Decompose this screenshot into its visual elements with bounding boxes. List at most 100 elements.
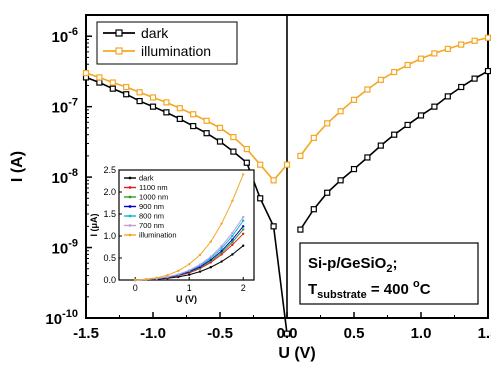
x-tick-label: -0.5: [207, 325, 233, 342]
data-point: [391, 68, 398, 76]
inset-data-point: [134, 278, 137, 282]
legend-label: dark: [141, 25, 169, 41]
data-point: [283, 330, 291, 337]
inset-data-point: [155, 276, 158, 279]
x-tick-label: 1.5: [478, 325, 491, 342]
annotation-temperature: Tsubstrate = 400 oC: [308, 278, 431, 301]
y-tick-base: 10: [45, 311, 62, 328]
inset-y-tick-label: 0.0: [103, 275, 116, 285]
inset-legend-label: 700 nm: [139, 221, 164, 230]
inset-legend-label: dark: [139, 174, 154, 183]
inset-legend-marker: [128, 214, 132, 218]
inset-data-point: [231, 231, 234, 235]
y-tick-label: 10-6: [52, 26, 78, 46]
annotation-temp-sub: substrate: [317, 289, 367, 301]
inset-y-axis-title: I (μA): [89, 213, 99, 236]
inset-legend-marker: [128, 195, 132, 199]
data-point: [163, 109, 170, 116]
data-point: [270, 177, 277, 184]
data-point: [471, 75, 478, 82]
data-point: [337, 177, 344, 184]
inset-series-illumination: [134, 173, 245, 282]
inset-data-point: [209, 255, 212, 258]
inset-legend-marker: [128, 205, 132, 208]
inset-x-axis-title: U (V): [176, 294, 197, 304]
data-point: [350, 96, 358, 103]
annotation-temp-sup: o: [413, 278, 420, 290]
data-point: [484, 67, 491, 75]
data-point: [297, 152, 304, 159]
inset-data-point: [188, 262, 191, 266]
data-point: [230, 148, 237, 155]
inset-y-tick-label: 1.5: [103, 209, 116, 219]
data-point: [404, 61, 411, 69]
inset-x-tick-label: 2: [241, 283, 246, 293]
inset-data-point: [242, 228, 245, 231]
inset-legend-label: 900 nm: [139, 202, 164, 211]
inset-legend-label: illumination: [139, 231, 177, 240]
annotation-sample-end: ;: [392, 255, 397, 272]
data-point: [109, 85, 116, 92]
inset-y-tick-label: 2.5: [103, 165, 116, 175]
y-tick-exponent: -10: [62, 308, 78, 320]
inset-frame: [118, 169, 255, 281]
inset-data-point: [242, 219, 245, 222]
y-tick-exponent: -6: [68, 26, 78, 38]
data-point: [391, 131, 398, 138]
inset-data-point: [220, 247, 223, 250]
data-point: [377, 142, 384, 149]
data-point: [471, 37, 478, 44]
inset-y-tick-label: 1.0: [103, 231, 116, 241]
inset-data-point: [242, 173, 245, 176]
inset-data-point: [231, 240, 234, 244]
series-line-illumination: [299, 36, 489, 157]
annotation-box: Si-p/GeSiO2; Tsubstrate = 400 oC: [299, 242, 479, 305]
data-point: [257, 195, 264, 202]
series-line-illumination: [85, 72, 288, 182]
inset-data-point: [220, 244, 223, 248]
inset-data-point: [231, 253, 234, 256]
data-point: [324, 189, 331, 196]
inset-data-point: [242, 232, 245, 235]
series-illumination: [82, 34, 491, 184]
data-point: [203, 117, 210, 124]
inset-data-point: [220, 260, 223, 263]
data-point: [149, 103, 157, 110]
data-point: [270, 223, 277, 230]
x-tick-label: -1.5: [73, 325, 99, 342]
inset-legend-marker: [128, 186, 132, 189]
annotation-temp-main: T: [308, 281, 317, 298]
data-point: [297, 226, 304, 233]
y-axis-title: I (A): [9, 151, 26, 182]
data-point: [230, 133, 237, 141]
data-point: [136, 97, 143, 105]
data-point: [458, 83, 465, 91]
data-point: [216, 124, 224, 131]
x-tick-label: 0.5: [344, 325, 365, 342]
legend-box: [96, 21, 238, 65]
inset-data-point: [209, 240, 212, 243]
legend-marker: [115, 47, 123, 55]
data-point: [324, 120, 331, 127]
data-point: [337, 108, 344, 115]
inset-data-point: [177, 269, 180, 272]
inset-data-point: [242, 215, 245, 219]
inset-data-point: [188, 269, 191, 272]
y-tick-base: 10: [52, 241, 69, 258]
data-point: [109, 79, 116, 86]
legend: dark illumination: [96, 21, 238, 65]
inset-data-point: [220, 253, 223, 256]
data-point: [190, 122, 197, 130]
inset-plot: 0 1 2 0.0 0.5 1.0 1.5 2.0 2.5 U (V) I (μA) dark1100…: [89, 165, 255, 304]
inset-legend-label: 1000 nm: [139, 193, 168, 202]
series-line-dark: [299, 70, 489, 231]
annotation-frame: [299, 242, 479, 305]
inset-y-tick-label: 0.5: [103, 253, 116, 263]
inset-data-point: [220, 249, 223, 253]
data-point: [431, 50, 438, 57]
series-dark: [82, 67, 491, 337]
data-point: [350, 165, 358, 173]
data-point: [203, 130, 210, 137]
y-tick-exponent: -8: [68, 167, 78, 179]
